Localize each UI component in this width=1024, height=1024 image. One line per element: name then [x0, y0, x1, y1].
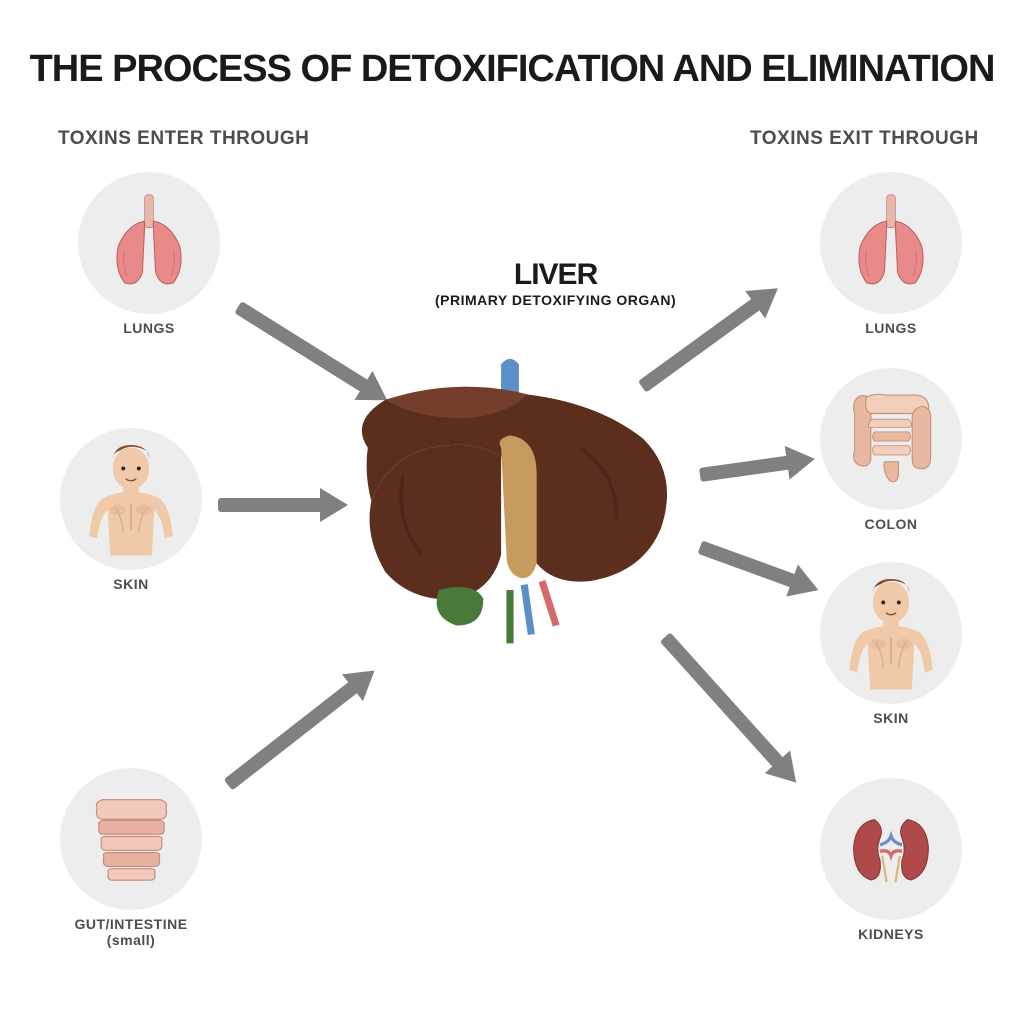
skin-icon [826, 566, 956, 701]
kidneys-label: KIDNEYS [820, 926, 962, 942]
intestine-icon [74, 779, 189, 899]
skin-label: SKIN [60, 576, 202, 592]
kidneys-circle [820, 778, 962, 920]
center-main-label: LIVER [435, 258, 676, 292]
section-right-label: TOXINS EXIT THROUGH [750, 128, 979, 150]
lungs-circle [78, 172, 220, 314]
arrow-icon [699, 456, 790, 482]
page-title: THE PROCESS OF DETOXIFICATION AND ELIMIN… [0, 48, 1024, 91]
arrow-icon [218, 498, 322, 512]
section-left-label: TOXINS ENTER THROUGH [58, 128, 309, 150]
lungs-icon [836, 186, 946, 301]
skin-circle [60, 428, 202, 570]
colon-label: COLON [820, 516, 962, 532]
lungs-exit-label: LUNGS [820, 320, 962, 336]
colon-circle [820, 368, 962, 510]
skin-exit-label: SKIN [820, 710, 962, 726]
arrow-icon [224, 681, 359, 791]
lungs-exit-circle [820, 172, 962, 314]
arrow-icon [698, 540, 797, 587]
center-organ-label: LIVER (PRIMARY DETOXIFYING ORGAN) [435, 258, 676, 308]
colon-icon [834, 379, 949, 499]
lungs-label: LUNGS [78, 320, 220, 336]
liver-icon [330, 350, 690, 670]
kidneys-icon [836, 792, 946, 907]
center-sub-label: (PRIMARY DETOXIFYING ORGAN) [435, 292, 676, 308]
skin-icon [66, 432, 196, 567]
lungs-icon [94, 186, 204, 301]
skin-exit-circle [820, 562, 962, 704]
gut-label: GUT/INTESTINE (small) [60, 916, 202, 948]
gut-circle [60, 768, 202, 910]
